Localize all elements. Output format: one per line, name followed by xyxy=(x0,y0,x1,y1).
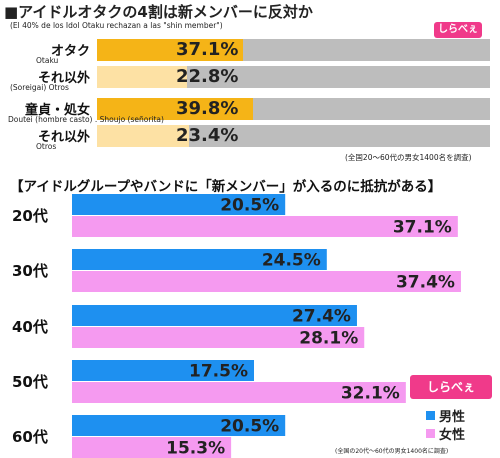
bar-male xyxy=(72,415,286,436)
bar-value-label: 37.1% xyxy=(176,39,239,60)
chart1-source: (全国20〜60代の男女1400名を調査) xyxy=(345,153,472,162)
chart2-legend: 男性 女性 xyxy=(426,406,482,443)
chart2-source: (全国の20代〜60代の男女1400名に調査) xyxy=(335,448,449,455)
bar-value-label: 17.5% xyxy=(189,362,248,382)
bar-value-label: 20.5% xyxy=(220,417,279,437)
age-group-label: 50代 xyxy=(12,373,48,391)
bar xyxy=(97,66,187,88)
bar-value-label: 24.5% xyxy=(262,251,321,271)
bar-female xyxy=(72,216,458,237)
bar-value-label: 20.5% xyxy=(220,196,279,216)
bar-value-label: 15.3% xyxy=(166,439,225,458)
legend-item-male: 男性 xyxy=(426,406,482,425)
bar-value-label: 37.1% xyxy=(393,218,452,238)
category-label: それ以外 xyxy=(37,71,90,86)
bar-male xyxy=(72,360,254,381)
bar-female xyxy=(72,437,232,458)
category-sublabel: Doutei (hombre casto) . Shoujo (señorita… xyxy=(8,115,164,124)
bar-male xyxy=(72,249,327,270)
bar xyxy=(97,39,243,61)
category-sublabel: (Soreigai) Otros xyxy=(10,83,69,92)
category-sublabel: Otros xyxy=(36,142,57,151)
category-label: オタク xyxy=(50,44,90,59)
age-group-label: 40代 xyxy=(12,318,48,336)
legend-label-male: 男性 xyxy=(439,409,466,425)
bar-value-label: 23.4% xyxy=(176,125,239,146)
age-group-chart: 20.5% 37.1% 20代 24.5% 37.4% 30代 27.4%28.1% 40代 1… xyxy=(12,194,461,458)
bar-female xyxy=(72,327,365,348)
bar-female xyxy=(72,382,406,403)
bar-value-label: 22.8% xyxy=(176,66,239,87)
age-group-label: 30代 xyxy=(12,262,48,280)
bar-track xyxy=(97,66,490,88)
page-title: ■アイドルオタクの4割は新メンバーに反対か xyxy=(4,3,313,21)
age-group-label: 20代 xyxy=(12,207,48,225)
legend-swatch-male xyxy=(426,410,435,420)
bar-track xyxy=(97,125,490,147)
legend-item-female: 女性 xyxy=(426,424,482,443)
bar xyxy=(97,125,189,147)
legend-label-female: 女性 xyxy=(439,427,466,443)
bar-value-label: 28.1% xyxy=(299,329,358,349)
category-label: 童貞・処女 xyxy=(24,103,90,118)
age-group-label: 60代 xyxy=(12,428,48,446)
category-sublabel: Otaku xyxy=(36,56,59,65)
bar-value-label: 32.1% xyxy=(341,384,400,404)
brand-logo-large: しらべぇ xyxy=(410,375,492,399)
brand-logo: しらべぇ xyxy=(434,22,482,38)
bar-value-label: 39.8% xyxy=(176,98,239,119)
chart2-title: 【アイドルグループやバンドに「新メンバー」が入るのに抵抗がある】 xyxy=(10,179,442,195)
bar xyxy=(97,98,254,120)
page-subtitle: (El 40% de los Idol Otaku rechazan a las… xyxy=(10,21,223,30)
category-label: それ以外 xyxy=(37,130,90,145)
bar-female xyxy=(72,271,461,292)
bar-male xyxy=(72,305,357,326)
bar-value-label: 27.4% xyxy=(292,307,351,327)
bar-value-label: 37.4% xyxy=(396,273,455,293)
legend-swatch-female xyxy=(426,428,435,438)
bar-male xyxy=(72,194,286,215)
